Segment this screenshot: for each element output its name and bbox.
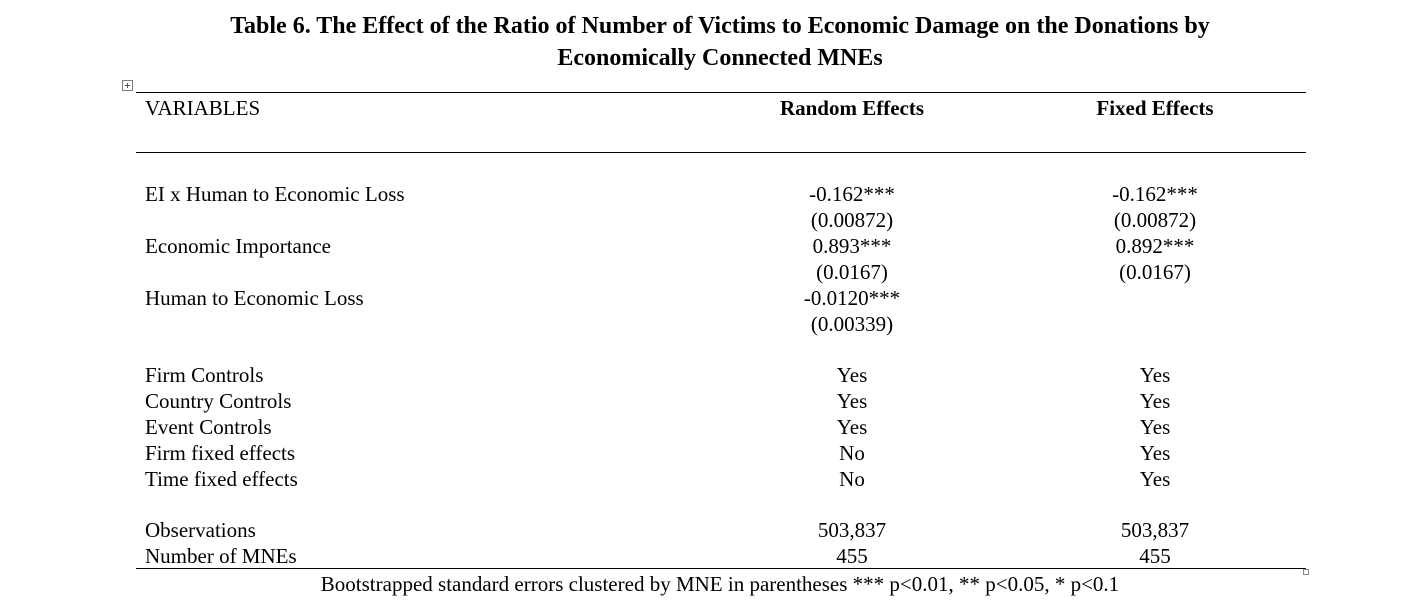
- header-rule: [136, 152, 1306, 153]
- row-label-observations: Observations: [145, 518, 256, 542]
- fe-firm-fixed-effects: Yes: [1139, 441, 1171, 465]
- row-label-firm-controls: Firm Controls: [145, 363, 264, 387]
- table-title-line-2: Economically Connected MNEs: [557, 45, 883, 71]
- fe-country-controls: Yes: [1139, 389, 1171, 413]
- fe-event-controls: Yes: [1139, 415, 1171, 439]
- row-label-ei-x-human-loss: EI x Human to Economic Loss: [145, 182, 405, 206]
- fe-se-economic-importance: (0.0167): [1119, 260, 1191, 284]
- fe-coef-economic-importance: 0.892***: [1115, 234, 1195, 258]
- header-variables: VARIABLES: [145, 96, 261, 120]
- fe-time-fixed-effects: Yes: [1139, 467, 1171, 491]
- re-coef-ei-x-human-loss: -0.162***: [809, 182, 895, 206]
- row-label-event-controls: Event Controls: [145, 415, 272, 439]
- table-move-handle-icon[interactable]: [122, 80, 133, 91]
- row-label-number-of-mnes: Number of MNEs: [145, 544, 297, 568]
- re-country-controls: Yes: [836, 389, 868, 413]
- fe-number-of-mnes: 455: [1139, 544, 1171, 568]
- re-event-controls: Yes: [836, 415, 868, 439]
- row-label-country-controls: Country Controls: [145, 389, 292, 413]
- fe-coef-ei-x-human-loss: -0.162***: [1112, 182, 1198, 206]
- table-top-rule: [136, 92, 1306, 93]
- re-se-economic-importance: (0.0167): [816, 260, 888, 284]
- table-title-line-1: Table 6. The Effect of the Ratio of Numb…: [230, 13, 1210, 39]
- re-se-human-to-economic-loss: (0.00339): [810, 312, 894, 336]
- header-fixed-effects: Fixed Effects: [1096, 96, 1214, 120]
- re-time-fixed-effects: No: [839, 467, 865, 491]
- fe-observations: 503,837: [1120, 518, 1190, 542]
- re-observations: 503,837: [817, 518, 887, 542]
- fe-firm-controls: Yes: [1139, 363, 1171, 387]
- re-number-of-mnes: 455: [836, 544, 868, 568]
- table-resize-handle-icon[interactable]: [1303, 569, 1309, 575]
- row-label-economic-importance: Economic Importance: [145, 234, 332, 258]
- row-label-human-to-economic-loss: Human to Economic Loss: [145, 286, 364, 310]
- fe-se-ei-x-human-loss: (0.00872): [1113, 208, 1197, 232]
- row-label-time-fixed-effects: Time fixed effects: [145, 467, 298, 491]
- re-firm-controls: Yes: [836, 363, 868, 387]
- row-label-firm-fixed-effects: Firm fixed effects: [145, 441, 296, 465]
- re-coef-human-to-economic-loss: -0.0120***: [803, 286, 901, 310]
- table-footnote: Bootstrapped standard errors clustered b…: [320, 572, 1120, 596]
- table-bottom-rule: [136, 568, 1306, 569]
- re-firm-fixed-effects: No: [839, 441, 865, 465]
- header-random-effects: Random Effects: [779, 96, 925, 120]
- re-coef-economic-importance: 0.893***: [812, 234, 892, 258]
- re-se-ei-x-human-loss: (0.00872): [810, 208, 894, 232]
